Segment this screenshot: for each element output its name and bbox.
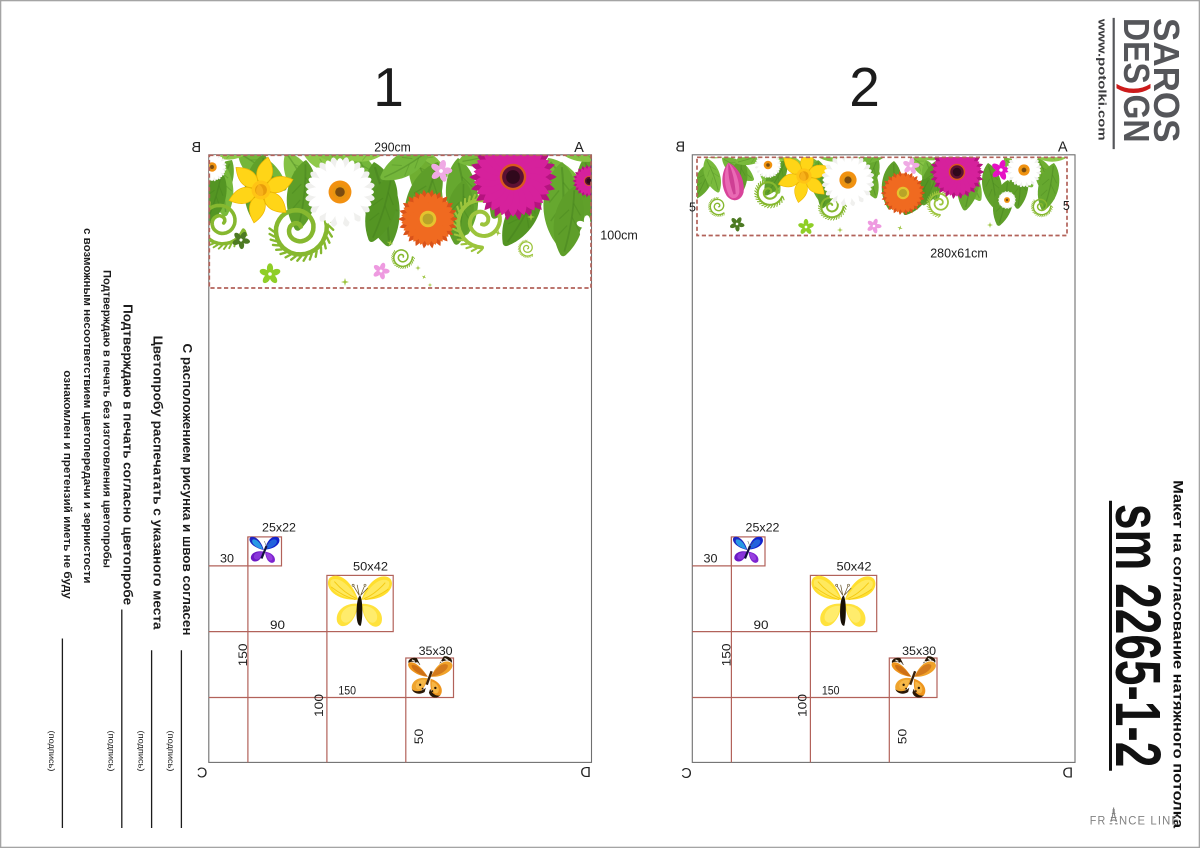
svg-text:5: 5: [1063, 199, 1070, 213]
svg-text:NCE LINE: NCE LINE: [1119, 814, 1180, 828]
svg-text:35x30: 35x30: [419, 644, 453, 658]
svg-text:50x42: 50x42: [837, 560, 872, 574]
svg-text:150: 150: [338, 684, 356, 698]
svg-text:D: D: [580, 765, 590, 781]
svg-text:Макет на согласование натяжног: Макет на согласование натяжного потолка: [1171, 480, 1186, 829]
svg-text:Подтверждаю в печать без изгот: Подтверждаю в печать без изготовления цв…: [101, 270, 113, 568]
svg-text:A: A: [574, 140, 584, 156]
svg-text:www.potolki.com: www.potolki.com: [1096, 18, 1108, 141]
svg-text:25x22: 25x22: [262, 521, 296, 535]
svg-text:(подпись): (подпись): [47, 731, 57, 772]
svg-text:C: C: [197, 766, 207, 782]
svg-text:1: 1: [373, 56, 404, 118]
svg-text:100: 100: [796, 694, 810, 717]
svg-text:Подтверждаю в печать согласно: Подтверждаю в печать согласно цветопробе: [121, 304, 135, 605]
svg-text:A: A: [1058, 140, 1068, 156]
svg-text:50: 50: [412, 728, 426, 744]
svg-text:FR: FR: [1090, 814, 1107, 828]
svg-text:90: 90: [270, 618, 285, 632]
svg-text:С расположением рисунка и швов: С расположением рисунка и швов согласен: [180, 344, 194, 636]
svg-text:(подпись): (подпись): [107, 731, 117, 772]
svg-text:2: 2: [849, 56, 880, 118]
svg-text:100cm: 100cm: [600, 229, 638, 243]
svg-text:B: B: [191, 140, 201, 156]
svg-text:290cm: 290cm: [374, 141, 411, 155]
svg-text:sm 2265-1-2: sm 2265-1-2: [1102, 504, 1174, 767]
svg-text:SAROS: SAROS: [1146, 18, 1187, 143]
svg-text:с возможным несоответствием цв: с возможным несоответствием цветопередач…: [81, 228, 93, 584]
svg-text:25x22: 25x22: [746, 521, 780, 535]
svg-text:30: 30: [704, 552, 718, 566]
svg-text:50: 50: [896, 728, 910, 744]
svg-text:C: C: [681, 766, 691, 782]
svg-text:100: 100: [312, 694, 326, 717]
svg-text:ознакомлен и претензий иметь н: ознакомлен и претензий иметь не буду: [61, 370, 73, 599]
svg-text:Цветопробу распечатать с указа: Цветопробу распечатать с указаного места: [150, 336, 164, 631]
svg-text:(подпись): (подпись): [166, 731, 176, 772]
svg-text:150: 150: [719, 643, 733, 666]
svg-text:150: 150: [822, 684, 840, 698]
svg-text:DES)GN: DES)GN: [1116, 18, 1157, 143]
svg-text:150: 150: [236, 643, 250, 666]
svg-text:B: B: [675, 140, 685, 156]
svg-text:D: D: [1063, 766, 1073, 782]
svg-text:30: 30: [220, 552, 234, 566]
svg-text:50x42: 50x42: [353, 560, 388, 574]
svg-text:280x61cm: 280x61cm: [930, 247, 988, 261]
svg-text:5: 5: [689, 201, 696, 215]
svg-text:(подпись): (подпись): [136, 731, 146, 772]
svg-text:90: 90: [754, 618, 769, 632]
svg-text:35x30: 35x30: [902, 644, 936, 658]
